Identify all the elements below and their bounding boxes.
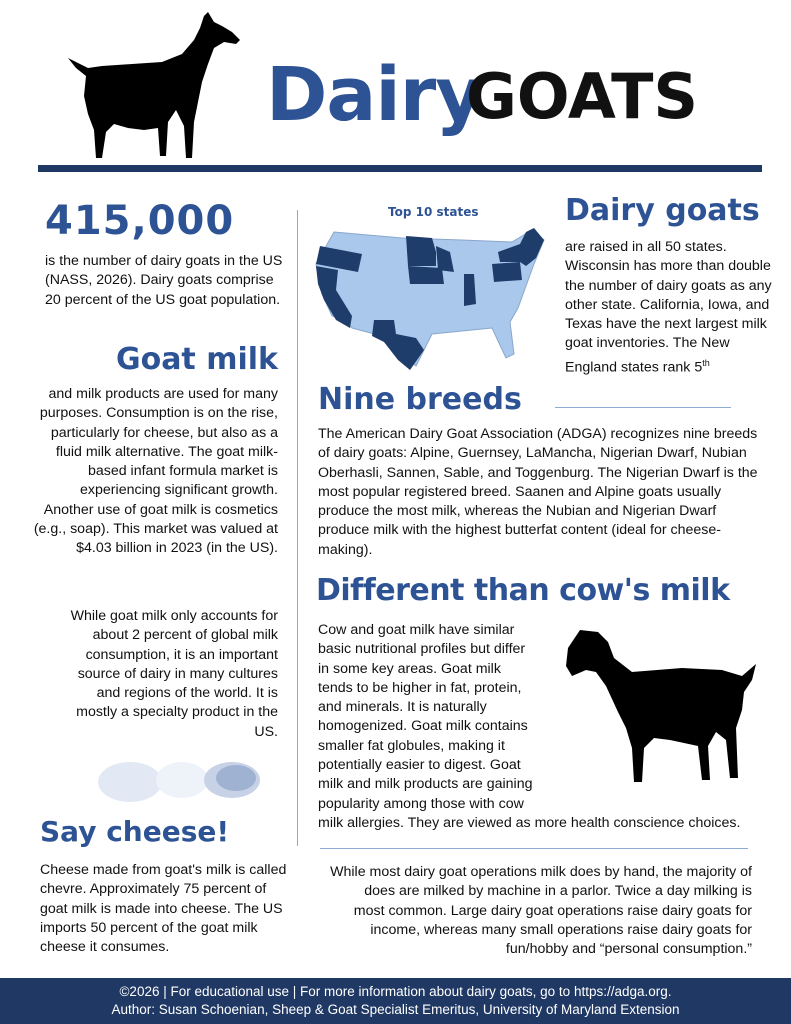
cheese-heading: Say cheese! [40,815,230,848]
cow-text: Cow and goat milk have similar basic nut… [318,621,768,833]
dairy-goat-silhouette [68,12,240,158]
section-divider [555,407,731,408]
map-state-oregon [316,246,362,272]
dairy-goats-sup: th [702,357,710,368]
us-map [315,228,545,370]
milking-text: While most dairy goat operations milk do… [330,864,752,958]
dairy-goats-heading: Dairy goats [565,193,760,228]
cheese-text: Cheese made from goat's milk is called c… [40,862,287,956]
section-divider-2 [320,848,748,849]
map-title: Top 10 states [388,205,479,219]
footer: ©2026 | For educational use | For more i… [0,978,791,1024]
map-state-wisconsin [436,246,454,272]
column-divider [297,210,298,846]
goat-milk-text-2: While goat milk only accounts for about … [70,608,278,740]
footer-line-2: Author: Susan Schoenian, Sheep & Goat Sp… [111,1002,680,1017]
goat-milk-heading: Goat milk [115,342,278,377]
map-state-iowa [408,266,444,284]
goat-milk-text: and milk products are used for many purp… [33,386,278,557]
map-state-minnesota [406,236,436,266]
breeds-text: The American Dairy Goat Association (ADG… [318,426,758,558]
map-state-pennsylvania [492,262,522,282]
cheese-image [98,762,260,802]
image-spacer [536,621,768,797]
header-divider [38,165,762,172]
map-state-indiana [464,274,476,306]
title-goats: GOATS [466,60,699,133]
map-state-california [316,266,352,328]
footer-line-1: ©2026 | For educational use | For more i… [119,984,672,999]
map-state-texas [372,320,424,370]
stat-text: is the number of dairy goats in the US (… [45,253,283,308]
nubian-goat-silhouette [566,630,756,782]
cow-heading: Different than cow's milk [316,573,730,608]
map-state-northeast [498,228,544,266]
cow-text-body: Cow and goat milk have similar basic nut… [318,622,741,831]
stat-number: 415,000 [45,198,235,244]
breeds-heading: Nine breeds [318,382,522,417]
dairy-goats-text: are raised in all 50 states. Wisconsin h… [565,239,772,376]
title-dairy: Dairy [266,52,483,138]
